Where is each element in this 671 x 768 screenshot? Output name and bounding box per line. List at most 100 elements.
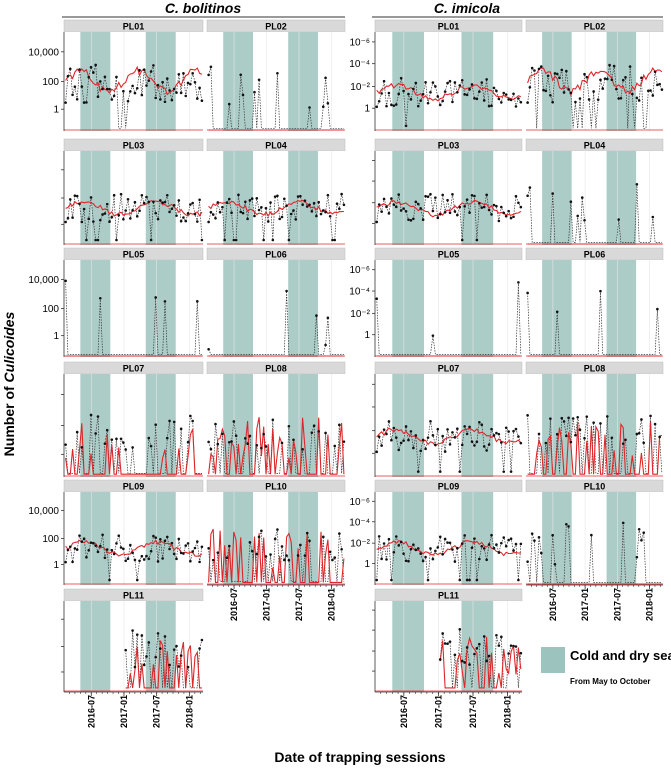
panel-strip-label: PL11 xyxy=(438,591,459,601)
observed-point xyxy=(431,209,435,213)
season-band xyxy=(542,151,572,245)
observed-point xyxy=(75,548,79,551)
observed-point xyxy=(487,104,491,108)
observed-point xyxy=(115,238,118,242)
observed-point xyxy=(294,218,298,221)
observed-point xyxy=(451,193,454,196)
observed-point xyxy=(117,534,121,538)
observed-point xyxy=(159,98,162,101)
observed-point xyxy=(147,79,151,82)
observed-point xyxy=(317,430,320,433)
observed-point xyxy=(473,444,476,447)
observed-point xyxy=(653,422,657,426)
season-band xyxy=(392,151,424,245)
observed-point xyxy=(135,215,139,218)
observed-point xyxy=(635,96,639,100)
observed-point xyxy=(507,652,510,655)
observed-point xyxy=(184,219,188,223)
y-tick-label: 1 xyxy=(53,105,59,116)
observed-point xyxy=(78,534,81,537)
observed-point xyxy=(209,65,213,69)
observed-point xyxy=(227,197,231,201)
observed-point xyxy=(154,423,158,426)
observed-point xyxy=(94,238,97,242)
observed-point xyxy=(380,210,383,213)
season-band xyxy=(145,151,176,245)
observed-point xyxy=(382,428,386,431)
observed-point xyxy=(399,209,403,212)
observed-point xyxy=(640,418,643,421)
season-band xyxy=(80,260,111,357)
observed-point xyxy=(179,219,183,223)
observed-point xyxy=(539,65,543,68)
observed-point xyxy=(273,537,277,541)
observed-point xyxy=(431,334,435,337)
observed-point xyxy=(424,80,427,84)
observed-point xyxy=(621,78,625,82)
observed-point xyxy=(526,101,529,104)
observed-point xyxy=(412,217,415,221)
observed-point xyxy=(528,85,532,89)
observed-point xyxy=(186,212,190,215)
observed-point xyxy=(490,213,493,216)
observed-point xyxy=(453,560,457,563)
observed-point xyxy=(497,551,501,554)
observed-point xyxy=(244,200,247,204)
panel-c-bolitinos-pl05: PL05 1 100 10,000 xyxy=(28,247,204,357)
observed-point xyxy=(299,543,302,547)
y-tick-label: 1 xyxy=(364,559,370,570)
observed-point xyxy=(105,202,109,206)
observed-point xyxy=(424,194,427,198)
species-title-imicola: C. imicola xyxy=(434,0,500,16)
observed-point xyxy=(168,419,171,423)
observed-point xyxy=(512,92,515,96)
observed-point xyxy=(640,76,643,80)
observed-point xyxy=(448,211,452,215)
observed-point xyxy=(517,201,520,205)
observed-point xyxy=(101,533,104,537)
observed-point xyxy=(230,440,233,443)
observed-point xyxy=(260,529,263,533)
observed-point xyxy=(285,554,288,557)
observed-point xyxy=(317,200,320,204)
observed-point xyxy=(87,217,91,221)
observed-point xyxy=(182,72,185,75)
observed-point xyxy=(75,194,79,198)
panel-c-bolitinos-pl02: PL02 xyxy=(206,19,346,131)
observed-point xyxy=(308,203,311,207)
observed-point xyxy=(154,296,158,299)
panel-strip-label: PL01 xyxy=(123,22,145,32)
observed-point xyxy=(149,238,153,242)
observed-point xyxy=(103,442,107,445)
observed-point xyxy=(94,544,97,547)
observed-point xyxy=(487,443,491,446)
x-tick-label: 2018-01 xyxy=(326,588,336,621)
observed-point xyxy=(421,438,425,442)
observed-point xyxy=(416,104,420,108)
observed-point xyxy=(468,88,471,91)
fitted-series-line xyxy=(65,539,203,557)
observed-point xyxy=(168,547,171,551)
observed-point xyxy=(497,219,501,223)
panel-c-bolitinos-pl03: PL03 xyxy=(61,138,204,245)
observed-point xyxy=(509,537,513,541)
y-tick-label: 10⁻² xyxy=(350,82,370,93)
panel-c-imicola-pl11: PL11 2016-07 2017-01 2017-07 2018-01 xyxy=(372,588,523,728)
y-tick-label: 10,000 xyxy=(28,47,59,58)
observed-point xyxy=(328,214,332,218)
observed-point xyxy=(583,436,586,440)
observed-point xyxy=(590,533,593,537)
panel-c-bolitinos-pl06: PL06 xyxy=(206,247,346,357)
observed-point xyxy=(621,442,625,445)
observed-point xyxy=(195,540,199,543)
observed-point xyxy=(105,428,109,432)
observed-point xyxy=(326,316,330,320)
observed-point xyxy=(637,432,641,435)
observed-point xyxy=(407,438,410,442)
observed-point xyxy=(207,220,210,224)
observed-point xyxy=(200,99,204,103)
observed-point xyxy=(221,205,224,209)
observed-point xyxy=(526,414,529,417)
panel-strip-label: PL02 xyxy=(265,22,287,32)
observed-point xyxy=(287,238,291,242)
